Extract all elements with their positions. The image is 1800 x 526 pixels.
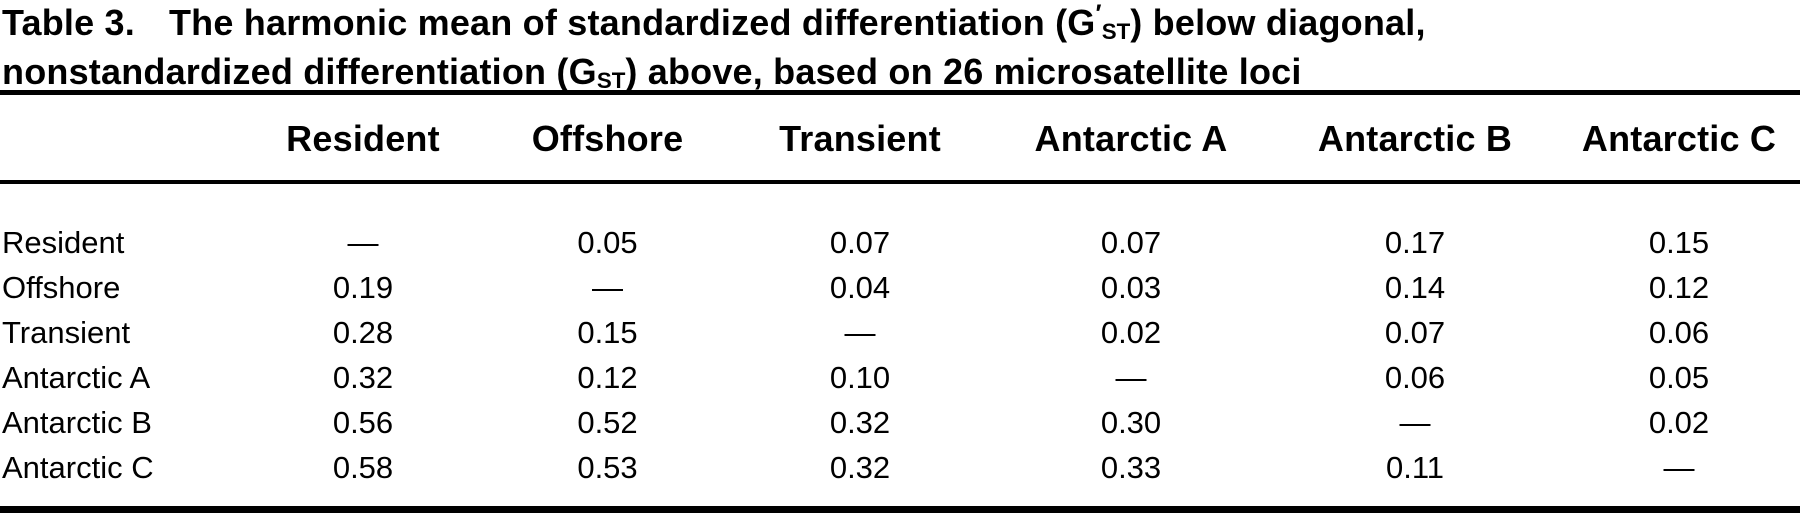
table-row-offshore: Offshore 0.19 — 0.04 0.03 0.14 0.12 (0, 265, 1800, 310)
row-label-antarctic-a: Antarctic A (2, 359, 151, 395)
col-header-antarctic-a: Antarctic A (990, 92, 1272, 184)
row-label-antarctic-b: Antarctic B (2, 404, 152, 440)
gprime-st-subscript: ST (1101, 19, 1131, 45)
table-row-antarctic-b: Antarctic B 0.56 0.52 0.32 0.30 — 0.02 (0, 400, 1800, 445)
table-row-antarctic-c: Antarctic C 0.58 0.53 0.32 0.33 0.11 — (0, 445, 1800, 510)
row-label-antarctic-c: Antarctic C (2, 449, 154, 485)
table-cell: 0.12 (1648, 269, 1710, 305)
caption-line2-text: nonstandardized differentiation (G (2, 51, 597, 92)
table-cell: 0.05 (1648, 359, 1710, 395)
table-cell: 0.14 (1384, 269, 1446, 305)
caption-line1-text: The harmonic mean of standardized differ… (168, 2, 1096, 43)
table-cell: 0.32 (829, 404, 891, 440)
corner-cell (0, 92, 241, 184)
table-cell: 0.02 (1648, 404, 1710, 440)
col-header-resident: Resident (241, 92, 485, 184)
table-cell: 0.58 (332, 449, 394, 485)
table-cell: — (1115, 359, 1147, 395)
table-cell: 0.19 (332, 269, 394, 305)
table-cell: 0.06 (1384, 359, 1446, 395)
table-cell: 0.53 (577, 449, 638, 485)
table-cell: 0.07 (829, 224, 891, 260)
row-label-offshore: Offshore (2, 269, 121, 305)
table-cell: 0.07 (1100, 224, 1162, 260)
col-header-transient: Transient (730, 92, 990, 184)
table-row-transient: Transient 0.28 0.15 — 0.02 0.07 0.06 (0, 310, 1800, 355)
table-cell: 0.03 (1100, 269, 1162, 305)
table-row-antarctic-a: Antarctic A 0.32 0.12 0.10 — 0.06 0.05 (0, 355, 1800, 400)
table-cell: 0.17 (1384, 224, 1446, 260)
table-cell: 0.52 (577, 404, 638, 440)
table-cell: 0.33 (1100, 449, 1162, 485)
table-cell: — (1399, 404, 1431, 440)
table-cell: — (1663, 449, 1695, 485)
caption-line2-end: ) above, based on 26 microsatellite loci (625, 51, 1302, 92)
table-cell: 0.07 (1384, 314, 1446, 350)
table-cell: 0.11 (1385, 449, 1445, 485)
table-cell: — (844, 314, 876, 350)
table-caption: Table 3. The harmonic mean of standardize… (0, 0, 1800, 94)
table-cell: 0.06 (1648, 314, 1710, 350)
table-cell: — (347, 224, 379, 260)
table-cell: 0.15 (577, 314, 638, 350)
col-header-antarctic-c: Antarctic C (1558, 92, 1800, 184)
table-cell: 0.15 (1648, 224, 1710, 260)
table-number: Table 3. (2, 2, 135, 43)
table-cell: 0.05 (577, 224, 638, 260)
table-cell: 0.30 (1100, 404, 1162, 440)
gst-subscript: ST (596, 68, 626, 94)
differentiation-table: Resident Offshore Transient Antarctic A … (0, 90, 1800, 513)
table-cell: 0.04 (829, 269, 891, 305)
table-cell: 0.10 (829, 359, 891, 395)
caption-line1-end: ) below diagonal, (1130, 2, 1426, 43)
table-cell: 0.32 (332, 359, 394, 395)
prime-symbol: ′ (1095, 0, 1102, 28)
row-label-transient: Transient (2, 314, 131, 350)
table-cell: — (592, 269, 623, 305)
table-cell: 0.12 (577, 359, 638, 395)
table-header-row: Resident Offshore Transient Antarctic A … (0, 92, 1800, 184)
table-cell: 0.56 (332, 404, 394, 440)
col-header-offshore: Offshore (485, 92, 730, 184)
table-cell: 0.02 (1100, 314, 1162, 350)
table-cell: 0.32 (829, 449, 891, 485)
col-header-antarctic-b: Antarctic B (1272, 92, 1558, 184)
table-cell: 0.28 (332, 314, 394, 350)
table-row-resident: Resident — 0.05 0.07 0.07 0.17 0.15 (0, 182, 1800, 265)
row-label-resident: Resident (2, 224, 125, 260)
